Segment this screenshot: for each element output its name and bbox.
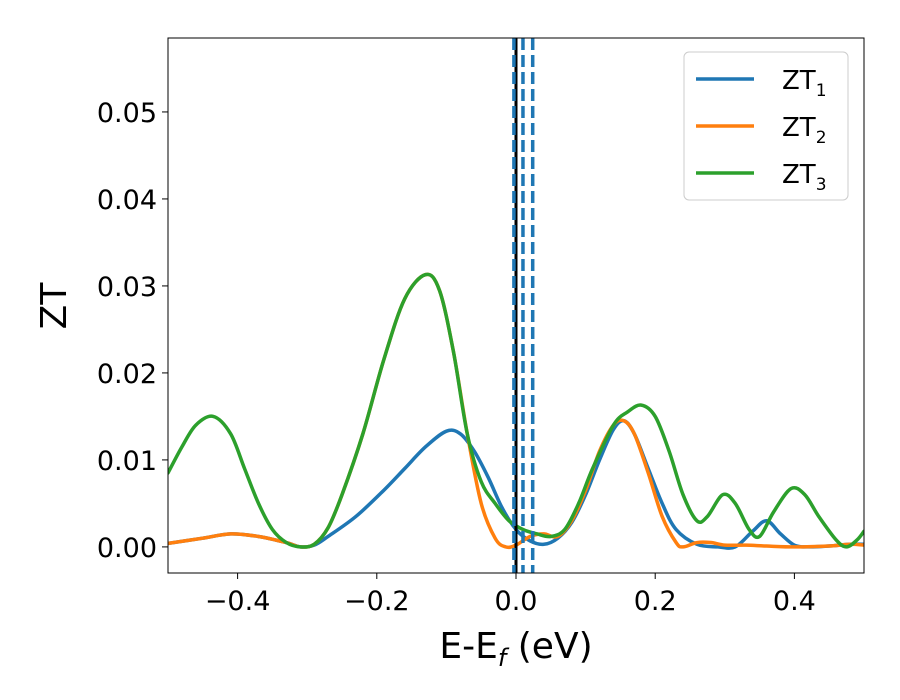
x-axis-label: E-Ef (eV) [439, 626, 592, 672]
legend-label-zt2: ZT2 [782, 113, 827, 148]
x-tick-label: 0.2 [634, 586, 677, 617]
legend: ZT1 ZT2 ZT3 [683, 51, 849, 201]
legend-label-zt1: ZT1 [782, 66, 827, 101]
x-axis-label-unit: (eV) [506, 626, 592, 667]
x-tick-label: 0.0 [495, 586, 538, 617]
y-tick-label: 0.05 [97, 98, 157, 129]
y-tick-label: 0.01 [97, 446, 157, 477]
x-tick-label: −0.2 [344, 586, 410, 617]
x-tick-label: −0.4 [205, 586, 271, 617]
legend-label-zt3: ZT3 [782, 160, 827, 195]
y-tick-label: 0.03 [97, 272, 157, 303]
y-axis-label: ZT [34, 282, 75, 330]
x-tick-label: 0.4 [773, 586, 816, 617]
y-axis-ticks: 0.00 0.01 0.02 0.03 0.04 0.05 [97, 98, 168, 564]
y-tick-label: 0.02 [97, 359, 157, 390]
y-tick-label: 0.00 [97, 533, 157, 564]
legend-box [683, 51, 849, 201]
x-axis-label-main: E-E [439, 626, 497, 667]
x-axis-ticks: −0.4 −0.2 0.0 0.2 0.4 [205, 573, 816, 617]
y-tick-label: 0.04 [97, 185, 157, 216]
